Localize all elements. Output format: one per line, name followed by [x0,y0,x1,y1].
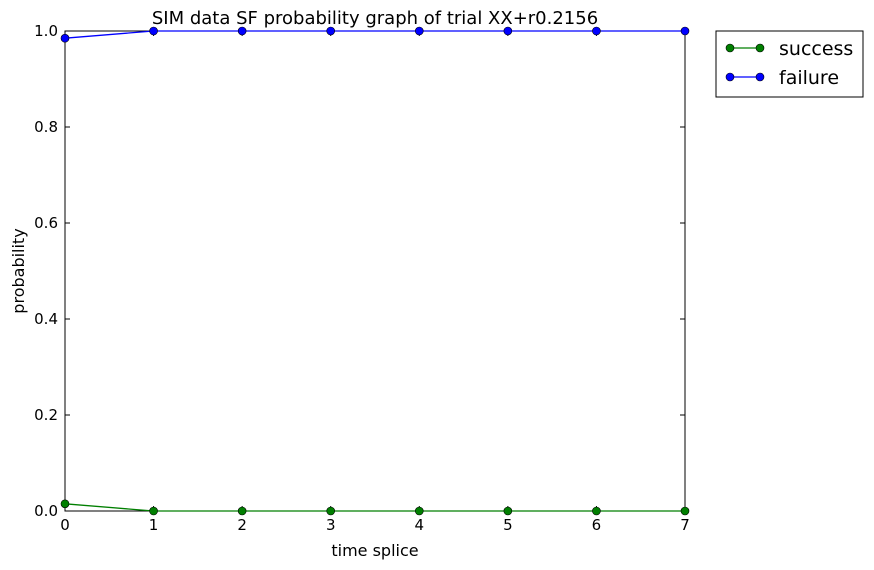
data-point-failure [414,26,424,36]
legend: success failure [715,30,864,98]
y-tick-label: 0.4 [34,310,58,328]
x-tick-label: 0 [60,516,70,534]
x-tick-label: 4 [415,516,425,534]
legend-marker [755,43,765,53]
legend-marker [725,72,735,82]
legend-box [715,30,864,98]
chart-title: SIM data SF probability graph of trial X… [152,8,598,29]
x-tick-label: 3 [326,516,336,534]
legend-item-success: success [725,38,853,60]
series-line-success [64,503,685,512]
legend-item-failure: failure [725,67,839,89]
x-tick-label: 1 [149,516,159,534]
y-tick-label: 1.0 [34,22,58,40]
y-tick-label: 0.6 [34,214,58,232]
x-tick-label: 6 [592,516,602,534]
data-point-success [592,506,601,516]
data-point-failure [503,26,513,36]
x-tick-label: 5 [503,516,513,534]
data-point-success [237,506,247,516]
y-tick-label: 0.0 [34,502,58,520]
data-point-success [149,506,158,516]
series-line-failure [64,30,685,39]
y-axis: 0.0 0.2 0.4 0.6 0.8 1.0 [34,22,685,520]
series-layer [60,26,690,516]
x-tick-label: 7 [680,516,690,534]
data-point-failure [237,26,247,36]
data-point-success [414,506,424,516]
y-axis-label: probability [9,228,28,313]
data-point-success [680,506,690,516]
data-point-failure [149,26,158,36]
legend-label: success [779,38,853,60]
y-tick-label: 0.2 [34,406,58,424]
data-point-failure [680,26,690,36]
legend-label: failure [779,67,839,89]
x-axis-label: time splice [331,541,418,560]
data-point-success [503,506,513,516]
data-point-failure [60,33,70,43]
data-point-failure [592,26,601,36]
y-tick-label: 0.8 [34,118,58,136]
x-tick-label: 2 [237,516,247,534]
legend-marker [725,43,735,53]
plot-area [64,30,686,512]
data-point-success [326,506,336,516]
data-point-success [60,499,70,509]
data-point-failure [326,26,336,36]
legend-marker [755,72,765,82]
